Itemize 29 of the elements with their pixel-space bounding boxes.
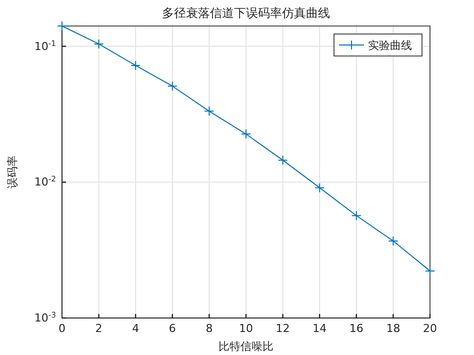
x-tick-label: 8 (206, 322, 213, 335)
chart-title: 多径衰落信道下误码率仿真曲线 (162, 6, 330, 20)
x-tick-label: 0 (58, 322, 66, 335)
point (351, 210, 362, 221)
point (57, 21, 67, 31)
point (241, 129, 251, 140)
x-tick-label: 16 (349, 322, 364, 335)
x-axis-title: 比特信噪比 (218, 340, 274, 353)
y-axis-title: 误码率 (6, 156, 19, 188)
point (167, 81, 178, 92)
point (130, 60, 141, 70)
point (388, 236, 398, 246)
point (278, 155, 288, 166)
x-tick-label: 14 (312, 322, 327, 335)
y-tick-label: 10$^{-2}$ (34, 174, 56, 189)
point (204, 106, 214, 116)
y-tick-label: 10$^{-3}$ (34, 310, 56, 325)
x-tick-label: 4 (132, 322, 140, 335)
point (425, 266, 435, 276)
x-tick-label: 12 (276, 322, 290, 335)
x-tick-label: 2 (95, 322, 102, 335)
point (94, 38, 104, 49)
x-tick-label: 10 (239, 322, 253, 335)
x-tick-label: 18 (386, 322, 400, 335)
x-tick-label: 6 (168, 322, 176, 335)
x-tick-label: 20 (423, 322, 437, 335)
legend-label: 实验曲线 (368, 39, 412, 52)
point (314, 182, 325, 193)
y-tick-label: 10$^{-1}$ (34, 38, 56, 53)
